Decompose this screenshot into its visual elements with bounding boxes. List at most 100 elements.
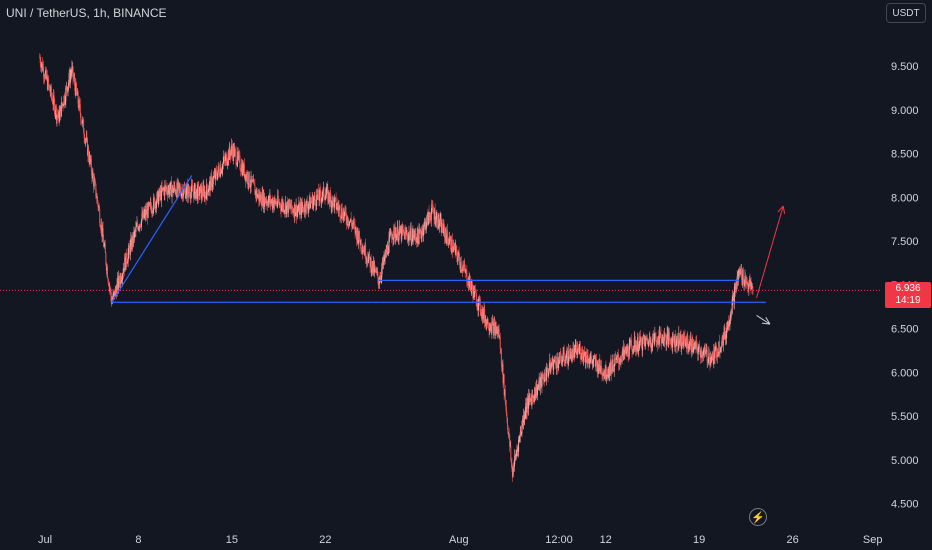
- candle-body: [347, 216, 349, 225]
- candle-body: [387, 245, 389, 254]
- lightning-icon[interactable]: ⚡: [749, 508, 767, 526]
- candle-body: [725, 334, 727, 339]
- candle-body: [538, 377, 540, 386]
- drawings[interactable]: [0, 175, 880, 325]
- candle-body: [603, 371, 605, 374]
- candle-body: [554, 357, 556, 361]
- candle-body: [678, 332, 680, 344]
- candle-body: [448, 243, 450, 245]
- candle-body: [587, 355, 589, 363]
- candle-body: [135, 226, 137, 228]
- candle-body: [45, 69, 47, 73]
- candle-body: [400, 228, 402, 240]
- candle-body: [426, 216, 428, 226]
- candle-body: [396, 226, 398, 235]
- candle-body: [114, 288, 116, 297]
- candle-body: [372, 261, 374, 272]
- candle-body: [730, 315, 732, 318]
- candle-body: [515, 455, 517, 457]
- candle-body: [441, 222, 443, 231]
- candle-body: [179, 187, 181, 193]
- candle-body: [258, 194, 260, 202]
- candle-body: [729, 317, 731, 324]
- candle-body: [684, 336, 686, 346]
- candle-body: [524, 416, 526, 421]
- candle-body: [64, 95, 66, 102]
- candle-body: [735, 285, 737, 292]
- candle-body: [292, 208, 294, 212]
- candle-body: [322, 190, 324, 197]
- candle-body: [510, 446, 512, 460]
- candle-body: [543, 377, 545, 381]
- candle-body: [578, 350, 580, 353]
- candle-body: [432, 211, 434, 213]
- candle-body: [584, 351, 586, 357]
- candle-body: [515, 451, 517, 457]
- candle-body: [425, 221, 427, 230]
- candle-body: [464, 268, 466, 273]
- candle-body: [145, 209, 147, 217]
- candle-body: [519, 436, 521, 438]
- candle-body: [268, 195, 270, 201]
- candle-body: [450, 237, 452, 250]
- candle-body: [442, 223, 444, 233]
- candle-body: [689, 340, 691, 346]
- candle-body: [715, 347, 717, 348]
- candle-body: [367, 256, 369, 263]
- trend-line[interactable]: [111, 175, 193, 303]
- candle-body: [547, 367, 549, 373]
- candle-body: [184, 188, 186, 199]
- candle-body: [254, 185, 256, 195]
- candle-body: [641, 348, 643, 351]
- candle-body: [732, 293, 734, 296]
- candle-body: [334, 197, 336, 199]
- candle-body: [504, 390, 506, 395]
- candle-body: [612, 359, 614, 370]
- candle-body: [86, 138, 88, 156]
- candle-body: [210, 175, 212, 191]
- candle-body: [733, 293, 735, 304]
- candle-body: [520, 432, 522, 434]
- candle-body: [163, 189, 165, 191]
- candle-body: [163, 189, 165, 196]
- candle-body: [395, 233, 397, 239]
- candle-body: [478, 299, 480, 310]
- candle-body: [507, 426, 509, 434]
- candle-body: [125, 252, 127, 270]
- candle-body: [66, 86, 68, 90]
- down-arrow[interactable]: [756, 314, 771, 325]
- candle-body: [390, 231, 392, 235]
- candle-body: [670, 343, 672, 346]
- candle-body: [366, 258, 368, 261]
- candle-body: [686, 334, 688, 349]
- candle-body: [237, 151, 239, 157]
- candle-body: [71, 66, 73, 68]
- candle-body: [423, 223, 425, 231]
- candle-body: [340, 216, 342, 218]
- candle-body: [641, 337, 643, 349]
- candle-body: [75, 82, 77, 95]
- candle-body: [335, 197, 337, 199]
- candle-body: [286, 205, 288, 214]
- up-arrow[interactable]: [756, 205, 786, 299]
- candle-body: [62, 103, 64, 106]
- candle-body: [148, 202, 150, 206]
- candle-body: [140, 226, 142, 227]
- candle-body: [536, 384, 538, 396]
- candle-body: [726, 327, 728, 338]
- candle-body: [585, 351, 587, 364]
- candle-body: [85, 139, 87, 141]
- currency-button[interactable]: USDT: [886, 3, 926, 23]
- candle-body: [108, 285, 110, 286]
- candle-body: [170, 181, 172, 183]
- candle-body: [651, 345, 653, 347]
- candle-body: [644, 337, 646, 347]
- candle-body: [356, 230, 358, 241]
- candle-body: [608, 367, 610, 377]
- candle-body: [379, 282, 381, 284]
- candle-body: [568, 350, 570, 358]
- candle-body: [126, 263, 128, 265]
- candle-body: [217, 166, 219, 173]
- candle-body: [672, 333, 674, 348]
